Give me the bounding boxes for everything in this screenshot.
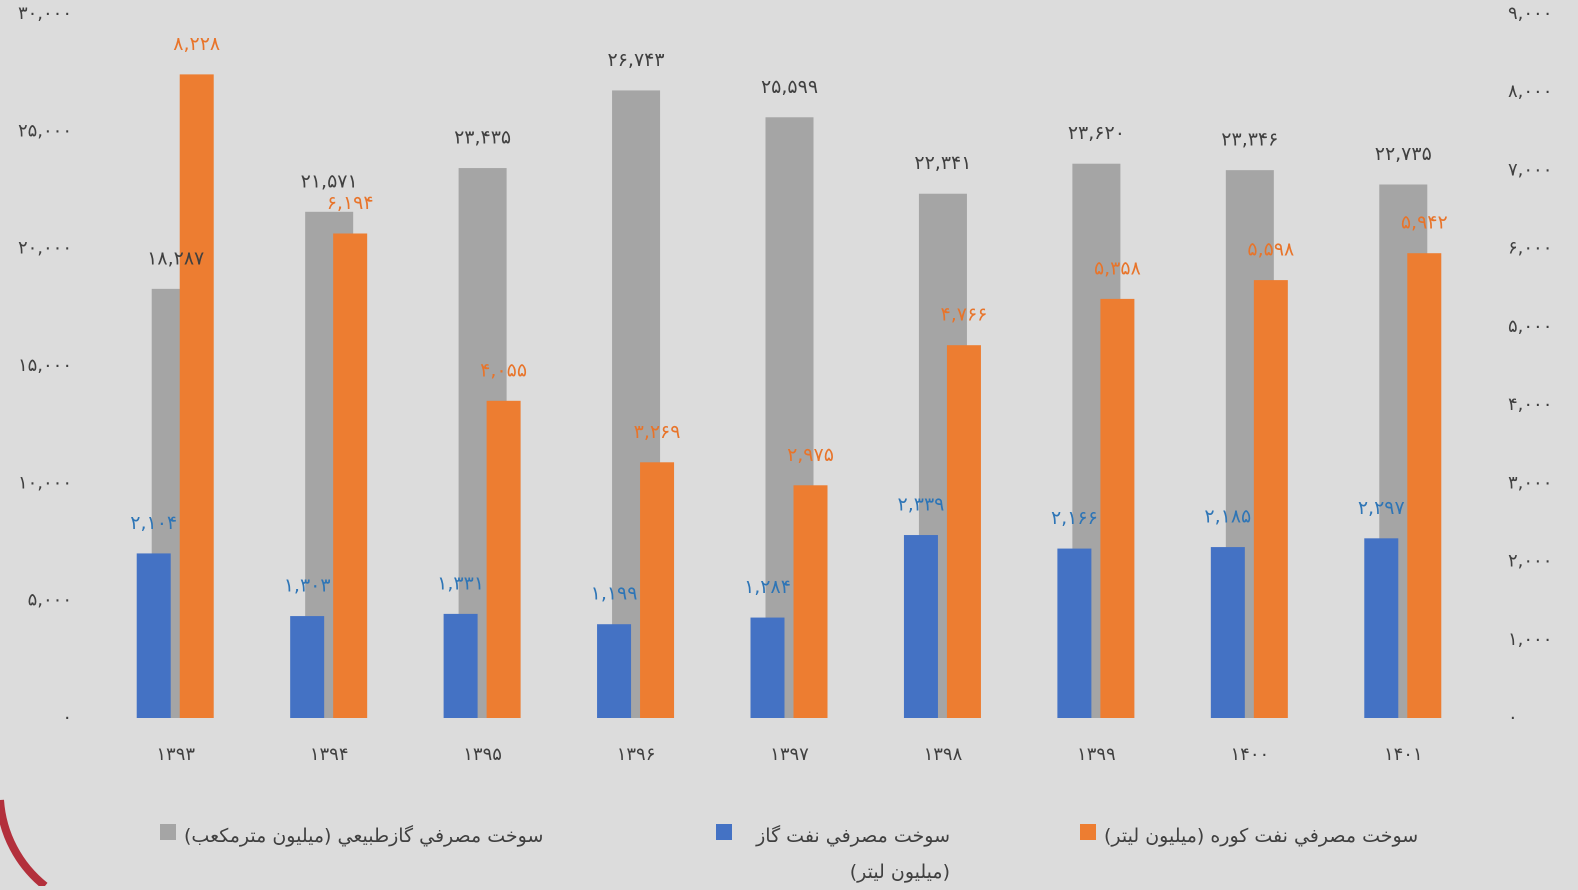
data-label: ۱,۱۹۹ <box>591 583 638 605</box>
bar <box>1210 547 1245 718</box>
bar <box>793 485 828 718</box>
data-label: ۵,۳۵۸ <box>1094 257 1141 279</box>
data-label: ۸,۲۲۸ <box>173 33 220 55</box>
x-tick-label: ۱۳۹۶ <box>617 744 656 765</box>
legend-item: سوخت مصرفي گازطبيعي (ميليون مترمكعب) <box>160 818 590 854</box>
data-label: ۶,۱۹۴ <box>327 192 374 214</box>
y2-tick-label: ۲,۰۰۰ <box>1508 551 1552 572</box>
bar <box>640 462 675 718</box>
legend-swatch <box>160 824 176 840</box>
bar <box>750 617 785 718</box>
bar <box>443 613 478 718</box>
bar <box>1100 298 1135 718</box>
y-tick-label: ۲۵,۰۰۰ <box>18 120 72 141</box>
y-tick-label: ۳۰,۰۰۰ <box>18 3 72 24</box>
legend-swatch <box>1080 824 1096 840</box>
y-tick-label: ۱۰,۰۰۰ <box>18 472 72 493</box>
y-tick-label: ۲۰,۰۰۰ <box>18 238 72 259</box>
legend-item: سوخت مصرفي نفت كوره (ميليون ليتر) <box>1080 818 1460 854</box>
legend-label: سوخت مصرفي نفت كوره (ميليون ليتر) <box>1104 825 1419 847</box>
legend-item: سوخت مصرفي نفت گاز (ميليون ليتر) <box>716 818 956 890</box>
y2-tick-label: ۹,۰۰۰ <box>1508 3 1552 24</box>
legend-swatch <box>716 824 732 840</box>
legend-label: سوخت مصرفي گازطبيعي (ميليون مترمكعب) <box>184 825 544 847</box>
bar <box>597 624 632 718</box>
x-tick-label: ۱۴۰۰ <box>1230 744 1269 765</box>
legend-label: سوخت مصرفي نفت گاز (ميليون ليتر) <box>756 825 950 883</box>
bar <box>1364 538 1399 718</box>
bar <box>333 233 368 718</box>
data-label: ۱۸,۲۸۷ <box>147 247 204 269</box>
data-label: ۲,۹۷۵ <box>787 444 834 466</box>
data-label: ۱,۳۳۱ <box>437 572 484 594</box>
decoration-arc <box>0 799 48 886</box>
bar <box>903 535 938 718</box>
y2-tick-label: ۳,۰۰۰ <box>1508 472 1552 493</box>
y-tick-label: ۵,۰۰۰ <box>28 590 72 611</box>
data-label: ۵,۹۴۲ <box>1401 212 1448 234</box>
y2-tick-label: ۵,۰۰۰ <box>1508 316 1552 337</box>
x-tick-label: ۱۳۹۷ <box>770 744 809 765</box>
bar <box>1407 253 1442 718</box>
y2-tick-label: ۱,۰۰۰ <box>1508 629 1552 650</box>
x-tick-label: ۱۴۰۱ <box>1384 744 1423 765</box>
bar <box>486 400 521 718</box>
y-tick-label: ۰ <box>62 707 72 728</box>
x-tick-label: ۱۳۹۹ <box>1077 744 1116 765</box>
data-label: ۲۲,۷۳۵ <box>1375 143 1432 165</box>
data-label: ۴,۷۶۶ <box>941 304 988 326</box>
data-label: ۱,۲۸۴ <box>744 576 791 598</box>
data-label: ۲,۲۹۷ <box>1358 497 1405 519</box>
bar <box>179 74 214 718</box>
data-label: ۵,۵۹۸ <box>1247 239 1294 261</box>
data-label: ۲۶,۷۴۳ <box>608 49 665 71</box>
data-label: ۲۳,۳۴۶ <box>1221 129 1278 151</box>
bar <box>946 345 981 718</box>
data-label: ۲,۱۰۴ <box>130 512 177 534</box>
bar <box>136 553 171 718</box>
x-tick-label: ۱۳۹۵ <box>463 744 502 765</box>
data-label: ۲,۳۳۹ <box>898 494 945 516</box>
y2-tick-label: ۶,۰۰۰ <box>1508 238 1552 259</box>
data-label: ۴,۰۵۵ <box>480 359 527 381</box>
x-tick-label: ۱۳۹۴ <box>310 744 349 765</box>
y2-tick-label: ۰ <box>1508 707 1518 728</box>
data-label: ۲,۱۸۵ <box>1204 506 1251 528</box>
data-label: ۲۱,۵۷۱ <box>301 170 358 192</box>
bar <box>290 616 325 718</box>
data-label: ۱,۳۰۳ <box>284 575 331 597</box>
y2-tick-label: ۴,۰۰۰ <box>1508 394 1552 415</box>
data-label: ۲۵,۵۹۹ <box>761 76 818 98</box>
bar <box>1253 280 1288 718</box>
data-label: ۲۳,۶۲۰ <box>1068 122 1125 144</box>
data-label: ۲۲,۳۴۱ <box>914 152 971 174</box>
y2-tick-label: ۷,۰۰۰ <box>1508 159 1552 180</box>
data-label: ۳,۲۶۹ <box>634 421 681 443</box>
x-tick-label: ۱۳۹۸ <box>924 744 963 765</box>
data-label: ۲,۱۶۶ <box>1051 507 1098 529</box>
y2-tick-label: ۸,۰۰۰ <box>1508 81 1552 102</box>
data-label: ۲۳,۴۳۵ <box>454 127 511 149</box>
y-tick-label: ۱۵,۰۰۰ <box>18 355 72 376</box>
bar <box>1057 548 1092 718</box>
x-tick-label: ۱۳۹۳ <box>156 744 195 765</box>
